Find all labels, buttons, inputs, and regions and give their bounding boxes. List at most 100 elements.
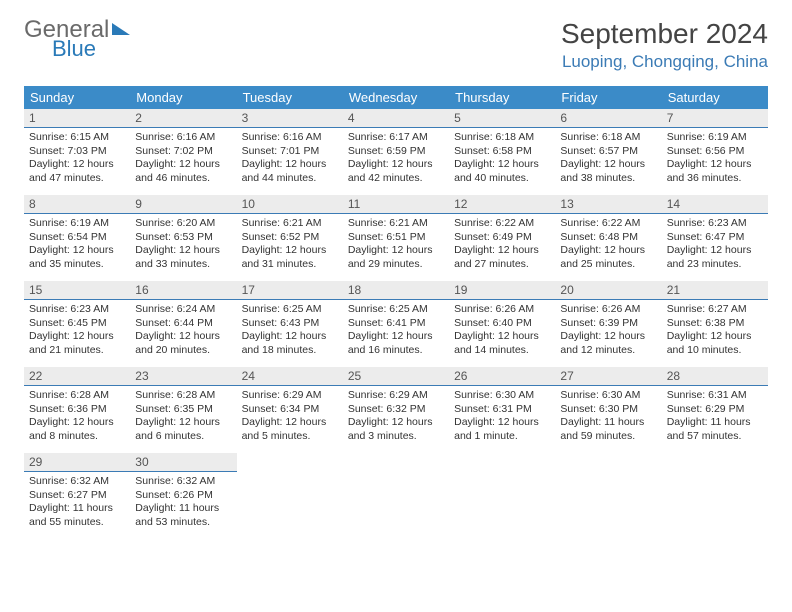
- day-details: Sunrise: 6:26 AMSunset: 6:39 PMDaylight:…: [555, 300, 661, 363]
- calendar-cell: 28Sunrise: 6:31 AMSunset: 6:29 PMDayligh…: [662, 367, 768, 453]
- calendar-cell: [449, 453, 555, 539]
- day-details: Sunrise: 6:28 AMSunset: 6:35 PMDaylight:…: [130, 386, 236, 449]
- calendar-cell: 2Sunrise: 6:16 AMSunset: 7:02 PMDaylight…: [130, 109, 236, 195]
- day-number: 30: [130, 453, 236, 472]
- weekday-header: Thursday: [449, 86, 555, 109]
- day-number: 2: [130, 109, 236, 128]
- day-number: 3: [237, 109, 343, 128]
- calendar-cell: 6Sunrise: 6:18 AMSunset: 6:57 PMDaylight…: [555, 109, 661, 195]
- day-number: 7: [662, 109, 768, 128]
- day-number: 12: [449, 195, 555, 214]
- weekday-header: Saturday: [662, 86, 768, 109]
- header: General Blue September 2024 Luoping, Cho…: [24, 18, 768, 72]
- logo-text-2: Blue: [52, 38, 130, 60]
- day-details: Sunrise: 6:29 AMSunset: 6:34 PMDaylight:…: [237, 386, 343, 449]
- day-details: Sunrise: 6:19 AMSunset: 6:56 PMDaylight:…: [662, 128, 768, 191]
- day-details: Sunrise: 6:32 AMSunset: 6:26 PMDaylight:…: [130, 472, 236, 535]
- day-number: 1: [24, 109, 130, 128]
- calendar-cell: 24Sunrise: 6:29 AMSunset: 6:34 PMDayligh…: [237, 367, 343, 453]
- weekday-header: Wednesday: [343, 86, 449, 109]
- calendar-row: 22Sunrise: 6:28 AMSunset: 6:36 PMDayligh…: [24, 367, 768, 453]
- title-block: September 2024 Luoping, Chongqing, China: [561, 18, 768, 72]
- calendar-body: 1Sunrise: 6:15 AMSunset: 7:03 PMDaylight…: [24, 109, 768, 539]
- day-details: Sunrise: 6:20 AMSunset: 6:53 PMDaylight:…: [130, 214, 236, 277]
- day-number: 4: [343, 109, 449, 128]
- day-number: 6: [555, 109, 661, 128]
- day-details: Sunrise: 6:22 AMSunset: 6:49 PMDaylight:…: [449, 214, 555, 277]
- calendar-cell: 13Sunrise: 6:22 AMSunset: 6:48 PMDayligh…: [555, 195, 661, 281]
- day-number: 19: [449, 281, 555, 300]
- calendar-cell: 11Sunrise: 6:21 AMSunset: 6:51 PMDayligh…: [343, 195, 449, 281]
- calendar-cell: [237, 453, 343, 539]
- calendar-cell: 9Sunrise: 6:20 AMSunset: 6:53 PMDaylight…: [130, 195, 236, 281]
- calendar-cell: 25Sunrise: 6:29 AMSunset: 6:32 PMDayligh…: [343, 367, 449, 453]
- logo: General Blue: [24, 18, 130, 60]
- day-number: 25: [343, 367, 449, 386]
- day-details: Sunrise: 6:17 AMSunset: 6:59 PMDaylight:…: [343, 128, 449, 191]
- calendar-row: 15Sunrise: 6:23 AMSunset: 6:45 PMDayligh…: [24, 281, 768, 367]
- calendar-cell: 8Sunrise: 6:19 AMSunset: 6:54 PMDaylight…: [24, 195, 130, 281]
- page-title: September 2024: [561, 18, 768, 50]
- calendar-table: SundayMondayTuesdayWednesdayThursdayFrid…: [24, 86, 768, 539]
- day-number: 8: [24, 195, 130, 214]
- day-number: 5: [449, 109, 555, 128]
- weekday-header: Monday: [130, 86, 236, 109]
- day-details: Sunrise: 6:30 AMSunset: 6:31 PMDaylight:…: [449, 386, 555, 449]
- day-details: Sunrise: 6:18 AMSunset: 6:57 PMDaylight:…: [555, 128, 661, 191]
- weekday-header: Friday: [555, 86, 661, 109]
- day-details: Sunrise: 6:28 AMSunset: 6:36 PMDaylight:…: [24, 386, 130, 449]
- day-number: 22: [24, 367, 130, 386]
- day-number: 24: [237, 367, 343, 386]
- calendar-row: 8Sunrise: 6:19 AMSunset: 6:54 PMDaylight…: [24, 195, 768, 281]
- calendar-cell: 30Sunrise: 6:32 AMSunset: 6:26 PMDayligh…: [130, 453, 236, 539]
- day-number: 28: [662, 367, 768, 386]
- day-details: Sunrise: 6:18 AMSunset: 6:58 PMDaylight:…: [449, 128, 555, 191]
- calendar-cell: 15Sunrise: 6:23 AMSunset: 6:45 PMDayligh…: [24, 281, 130, 367]
- day-number: 29: [24, 453, 130, 472]
- day-number: 21: [662, 281, 768, 300]
- calendar-cell: 1Sunrise: 6:15 AMSunset: 7:03 PMDaylight…: [24, 109, 130, 195]
- calendar-row: 1Sunrise: 6:15 AMSunset: 7:03 PMDaylight…: [24, 109, 768, 195]
- day-details: Sunrise: 6:21 AMSunset: 6:51 PMDaylight:…: [343, 214, 449, 277]
- day-number: 23: [130, 367, 236, 386]
- calendar-cell: 4Sunrise: 6:17 AMSunset: 6:59 PMDaylight…: [343, 109, 449, 195]
- day-details: Sunrise: 6:23 AMSunset: 6:45 PMDaylight:…: [24, 300, 130, 363]
- calendar-cell: [662, 453, 768, 539]
- calendar-cell: 16Sunrise: 6:24 AMSunset: 6:44 PMDayligh…: [130, 281, 236, 367]
- day-details: Sunrise: 6:24 AMSunset: 6:44 PMDaylight:…: [130, 300, 236, 363]
- day-details: Sunrise: 6:21 AMSunset: 6:52 PMDaylight:…: [237, 214, 343, 277]
- calendar-cell: 14Sunrise: 6:23 AMSunset: 6:47 PMDayligh…: [662, 195, 768, 281]
- day-details: Sunrise: 6:19 AMSunset: 6:54 PMDaylight:…: [24, 214, 130, 277]
- calendar-cell: [343, 453, 449, 539]
- calendar-cell: 17Sunrise: 6:25 AMSunset: 6:43 PMDayligh…: [237, 281, 343, 367]
- location: Luoping, Chongqing, China: [561, 52, 768, 72]
- day-number: 11: [343, 195, 449, 214]
- calendar-cell: 29Sunrise: 6:32 AMSunset: 6:27 PMDayligh…: [24, 453, 130, 539]
- day-details: Sunrise: 6:25 AMSunset: 6:43 PMDaylight:…: [237, 300, 343, 363]
- day-number: 13: [555, 195, 661, 214]
- day-number: 15: [24, 281, 130, 300]
- calendar-cell: 20Sunrise: 6:26 AMSunset: 6:39 PMDayligh…: [555, 281, 661, 367]
- calendar-cell: 27Sunrise: 6:30 AMSunset: 6:30 PMDayligh…: [555, 367, 661, 453]
- weekday-header-row: SundayMondayTuesdayWednesdayThursdayFrid…: [24, 86, 768, 109]
- calendar-cell: 7Sunrise: 6:19 AMSunset: 6:56 PMDaylight…: [662, 109, 768, 195]
- calendar-cell: 10Sunrise: 6:21 AMSunset: 6:52 PMDayligh…: [237, 195, 343, 281]
- day-details: Sunrise: 6:27 AMSunset: 6:38 PMDaylight:…: [662, 300, 768, 363]
- day-number: 16: [130, 281, 236, 300]
- day-number: 14: [662, 195, 768, 214]
- day-number: 18: [343, 281, 449, 300]
- calendar-cell: 23Sunrise: 6:28 AMSunset: 6:35 PMDayligh…: [130, 367, 236, 453]
- day-details: Sunrise: 6:26 AMSunset: 6:40 PMDaylight:…: [449, 300, 555, 363]
- day-number: 10: [237, 195, 343, 214]
- day-details: Sunrise: 6:29 AMSunset: 6:32 PMDaylight:…: [343, 386, 449, 449]
- calendar-cell: 26Sunrise: 6:30 AMSunset: 6:31 PMDayligh…: [449, 367, 555, 453]
- calendar-cell: 22Sunrise: 6:28 AMSunset: 6:36 PMDayligh…: [24, 367, 130, 453]
- logo-triangle-icon: [112, 23, 130, 35]
- day-details: Sunrise: 6:32 AMSunset: 6:27 PMDaylight:…: [24, 472, 130, 535]
- weekday-header: Tuesday: [237, 86, 343, 109]
- day-number: 17: [237, 281, 343, 300]
- day-details: Sunrise: 6:15 AMSunset: 7:03 PMDaylight:…: [24, 128, 130, 191]
- day-number: 9: [130, 195, 236, 214]
- day-number: 26: [449, 367, 555, 386]
- calendar-cell: 21Sunrise: 6:27 AMSunset: 6:38 PMDayligh…: [662, 281, 768, 367]
